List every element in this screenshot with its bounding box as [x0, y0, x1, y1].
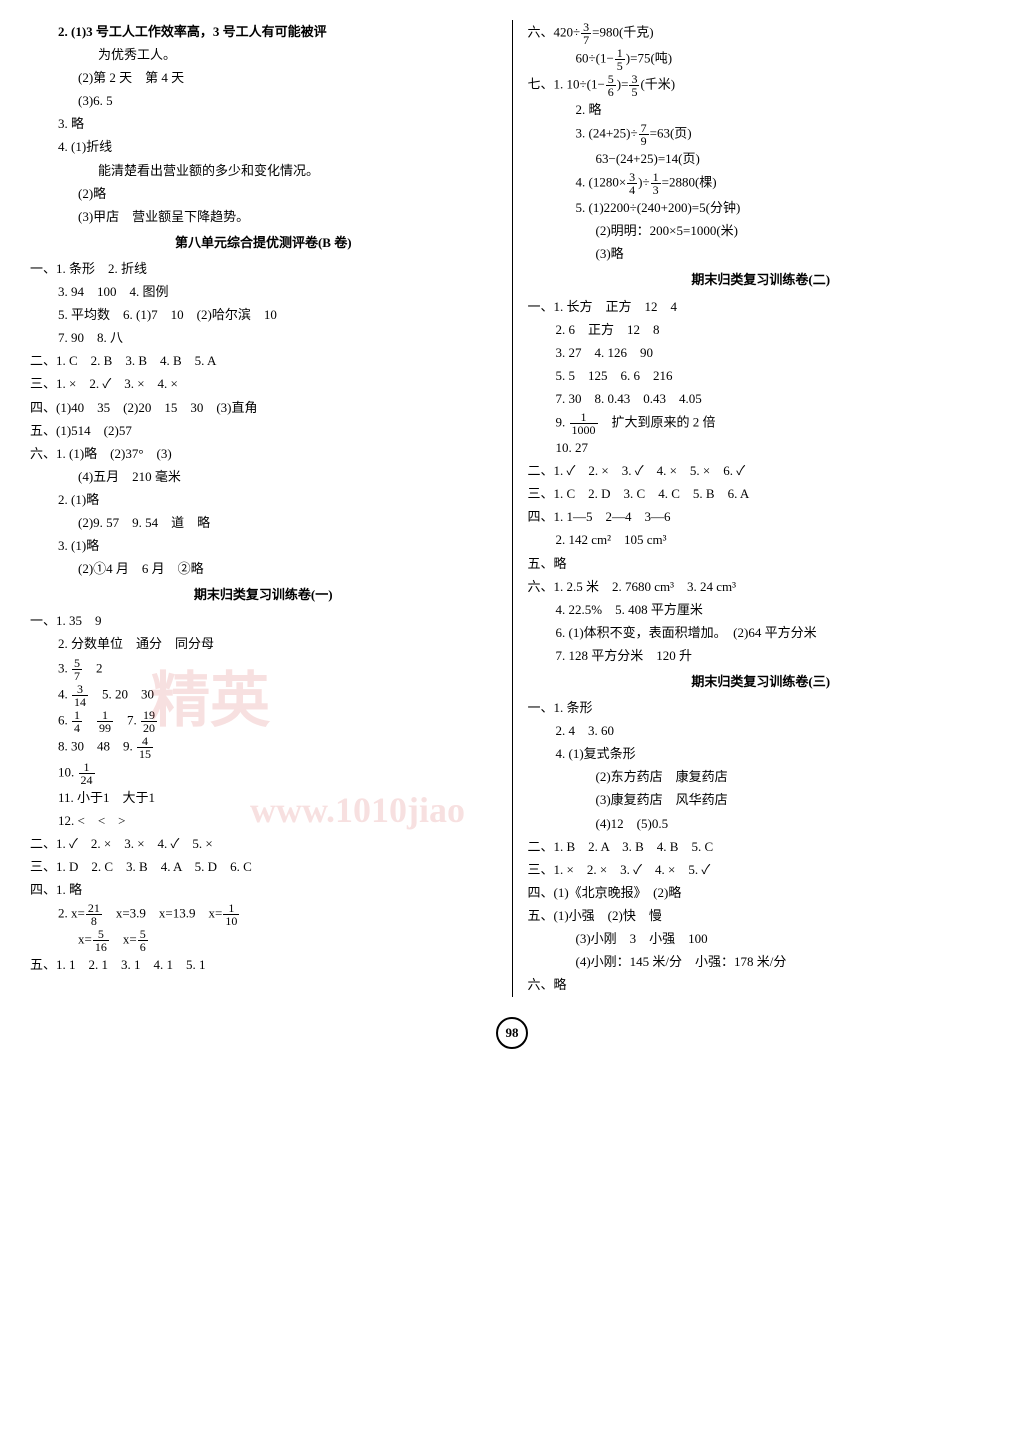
answer-line: 四、(1)40 35 (2)20 15 30 (3)直角 [30, 397, 497, 419]
answer-line: (4)12 (5)0.5 [528, 813, 995, 835]
answer-line: (2)东方药店 康复药店 [528, 766, 995, 788]
answer-line: 4. (1280×34)÷13=2880(棵) [528, 171, 995, 196]
answer-line: 10. 27 [528, 437, 995, 459]
answer-line: 一、1. 条形 [528, 697, 995, 719]
answer-line: 六、1. 2.5 米 2. 7680 cm³ 3. 24 cm³ [528, 576, 995, 598]
answer-line: (3)甲店 营业额呈下降趋势。 [30, 206, 497, 228]
answer-line: x=516 x=56 [30, 928, 497, 953]
answer-line: 五、(1)小强 (2)快 慢 [528, 905, 995, 927]
answer-line: 三、1. × 2. × 3. ✓ 4. × 5. ✓ [528, 859, 995, 881]
answer-line: (3)小刚 3 小强 100 [528, 928, 995, 950]
answer-line: 三、1. D 2. C 3. B 4. A 5. D 6. C [30, 856, 497, 878]
right-column: 六、420÷37=980(千克) 60÷(1−15)=75(吨) 七、1. 10… [528, 20, 995, 997]
answer-line: (2)略 [30, 183, 497, 205]
answer-line: (3)康复药店 风华药店 [528, 789, 995, 811]
answer-line: 3. (1)略 [30, 535, 497, 557]
answer-line: 3. 略 [30, 113, 497, 135]
answer-line: 4. 314 5. 20 30 [30, 683, 497, 708]
answer-line: 三、1. C 2. D 3. C 4. C 5. B 6. A [528, 483, 995, 505]
answer-line: 7. 128 平方分米 120 升 [528, 645, 995, 667]
answer-line: 2. 分数单位 通分 同分母 [30, 633, 497, 655]
answer-line: 一、1. 35 9 [30, 610, 497, 632]
answer-line: 2. 142 cm² 105 cm³ [528, 529, 995, 551]
answer-line: (2)9. 57 9. 54 道 略 [30, 512, 497, 534]
answer-line: 4. 22.5% 5. 408 平方厘米 [528, 599, 995, 621]
answer-line: 五、略 [528, 553, 995, 575]
answer-line: 12. < < > [30, 810, 497, 832]
section-title: 期末归类复习训练卷(二) [528, 269, 995, 291]
section-title: 期末归类复习训练卷(一) [30, 584, 497, 606]
answer-line: 二、1. ✓ 2. × 3. ✓ 4. × 5. × 6. ✓ [528, 460, 995, 482]
answer-line: 四、1. 1—5 2—4 3—6 [528, 506, 995, 528]
answer-line: 2. (1)3 号工人工作效率高，3 号工人有可能被评 [30, 21, 497, 43]
answer-line: 3. (24+25)÷79=63(页) [528, 122, 995, 147]
answer-line: 7. 30 8. 0.43 0.43 4.05 [528, 388, 995, 410]
answer-line: 3. 57 2 [30, 657, 497, 682]
answer-line: (2)第 2 天 第 4 天 [30, 67, 497, 89]
answer-line: 5. (1)2200÷(240+200)=5(分钟) [528, 197, 995, 219]
answer-line: 3. 94 100 4. 图例 [30, 281, 497, 303]
answer-line: (2)明明：200×5=1000(米) [528, 220, 995, 242]
answer-line: 七、1. 10÷(1−56)=35(千米) [528, 73, 995, 98]
answer-line: 为优秀工人。 [30, 44, 497, 66]
answer-line: 四、(1)《北京晚报》 (2)略 [528, 882, 995, 904]
answer-line: 5. 5 125 6. 6 216 [528, 365, 995, 387]
answer-line: 11. 小于1 大于1 [30, 787, 497, 809]
answer-line: 63−(24+25)=14(页) [528, 148, 995, 170]
answer-line: 2. 4 3. 60 [528, 720, 995, 742]
answer-line: 二、1. B 2. A 3. B 4. B 5. C [528, 836, 995, 858]
answer-line: 2. (1)略 [30, 489, 497, 511]
page-number: 98 [496, 1017, 528, 1049]
answer-line: 8. 30 48 9. 415 [30, 735, 497, 760]
answer-line: 五、(1)514 (2)57 [30, 420, 497, 442]
section-title: 期末归类复习训练卷(三) [528, 671, 995, 693]
answer-line: 二、1. C 2. B 3. B 4. B 5. A [30, 350, 497, 372]
answer-line: 二、1. ✓ 2. × 3. × 4. ✓ 5. × [30, 833, 497, 855]
answer-line: (3)略 [528, 243, 995, 265]
answer-line: 五、1. 1 2. 1 3. 1 4. 1 5. 1 [30, 954, 497, 976]
page-container: 2. (1)3 号工人工作效率高，3 号工人有可能被评 为优秀工人。 (2)第 … [30, 20, 994, 997]
answer-line: 10. 124 [30, 761, 497, 786]
answer-line: 一、1. 长方 正方 12 4 [528, 296, 995, 318]
answer-line: 六、略 [528, 974, 995, 996]
answer-line: 四、1. 略 [30, 879, 497, 901]
page-number-container: 98 [30, 1017, 994, 1049]
answer-line: (3)6. 5 [30, 90, 497, 112]
answer-line: 9. 11000 扩大到原来的 2 倍 [528, 411, 995, 436]
answer-line: 60÷(1−15)=75(吨) [528, 47, 995, 72]
answer-line: 6. 14 199 7. 1920 [30, 709, 497, 734]
column-divider [512, 20, 513, 997]
answer-line: (4)五月 210 毫米 [30, 466, 497, 488]
answer-line: (4)小刚：145 米/分 小强：178 米/分 [528, 951, 995, 973]
answer-line: 7. 90 8. 八 [30, 327, 497, 349]
left-column: 2. (1)3 号工人工作效率高，3 号工人有可能被评 为优秀工人。 (2)第 … [30, 20, 497, 997]
answer-line: 6. (1)体积不变，表面积增加。 (2)64 平方分米 [528, 622, 995, 644]
answer-line: 3. 27 4. 126 90 [528, 342, 995, 364]
answer-line: 六、420÷37=980(千克) [528, 21, 995, 46]
answer-line: 能清楚看出营业额的多少和变化情况。 [30, 160, 497, 182]
answer-line: (2)①4 月 6 月 ②略 [30, 558, 497, 580]
answer-line: 2. 略 [528, 99, 995, 121]
answer-line: 三、1. × 2. ✓ 3. × 4. × [30, 373, 497, 395]
answer-line: 六、1. (1)略 (2)37° (3) [30, 443, 497, 465]
answer-line: 4. (1)复式条形 [528, 743, 995, 765]
answer-line: 2. x=218 x=3.9 x=13.9 x=110 [30, 902, 497, 927]
answer-line: 4. (1)折线 [30, 136, 497, 158]
answer-line: 一、1. 条形 2. 折线 [30, 258, 497, 280]
answer-line: 2. 6 正方 12 8 [528, 319, 995, 341]
section-title: 第八单元综合提优测评卷(B 卷) [30, 232, 497, 254]
answer-line: 5. 平均数 6. (1)7 10 (2)哈尔滨 10 [30, 304, 497, 326]
